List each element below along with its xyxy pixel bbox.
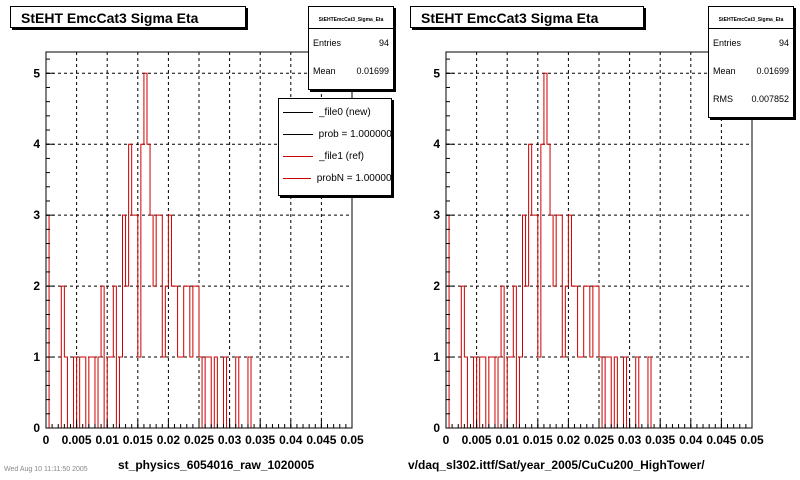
panel-title-right: StEHT EmcCat3 Sigma Eta (410, 6, 644, 28)
x-tick-label: 0.03 (218, 433, 242, 447)
stats-box-right: StEHTEmcCat3_Sigma_Eta Entries 94 Mean 0… (708, 6, 794, 118)
x-tick-label: 0.01 (496, 433, 520, 447)
stats-label: Mean (713, 66, 736, 76)
stats-row-mean: Mean 0.01699 (709, 57, 793, 85)
x-tick-label: 0.05 (740, 433, 764, 447)
panel-title-left: StEHT EmcCat3 Sigma Eta (10, 6, 246, 28)
x-tick-label: 0.035 (245, 433, 275, 447)
stats-value: 0.007852 (751, 94, 789, 104)
legend-label: _file0 (new) (319, 106, 371, 118)
legend-label: prob = 1.000000 (318, 128, 391, 140)
x-tick-label: 0.015 (123, 433, 153, 447)
y-tick-label: 3 (433, 208, 440, 222)
stats-box-left: StEHTEmcCat3_Sigma_Eta Entries 94 Mean 0… (308, 6, 394, 90)
stats-row-rms: RMS 0.007852 (709, 85, 793, 113)
x-axis-title-right: v/daq_sl302.ittf/Sat/year_2005/CuCu200_H… (408, 458, 705, 472)
stats-name: StEHTEmcCat3_Sigma_Eta (709, 7, 793, 29)
legend-box: _file0 (new) prob = 1.000000 _file1 (ref… (278, 98, 392, 196)
legend-label: probN = 1.000000 (316, 172, 391, 184)
y-tick-label: 2 (33, 279, 40, 293)
stats-label: Entries (313, 38, 342, 48)
stats-value: 0.01699 (356, 66, 389, 76)
x-tick-label: 0.025 (184, 433, 214, 447)
stats-value: 0.01699 (756, 66, 789, 76)
stats-value: 94 (378, 38, 389, 48)
y-tick-label: 5 (33, 66, 40, 80)
stats-name: StEHTEmcCat3_Sigma_Eta (309, 7, 393, 29)
stats-row-entries: Entries 94 (709, 29, 793, 57)
y-tick-label: 4 (33, 137, 40, 151)
x-tick-label: 0 (443, 433, 450, 447)
legend-line-icon (283, 133, 313, 135)
stats-label: RMS (713, 94, 733, 104)
y-tick-label: 5 (433, 66, 440, 80)
x-tick-label: 0.025 (584, 433, 614, 447)
stats-row-entries: Entries 94 (309, 29, 393, 57)
x-axis-title-left: st_physics_6054016_raw_1020005 (118, 458, 315, 472)
y-tick-label: 1 (33, 350, 40, 364)
x-tick-label: 0.035 (645, 433, 675, 447)
y-tick-label: 1 (433, 350, 440, 364)
x-tick-label: 0.04 (679, 433, 703, 447)
y-tick-label: 0 (433, 421, 440, 435)
x-tick-label: 0.05 (340, 433, 364, 447)
x-tick-label: 0.04 (279, 433, 303, 447)
x-tick-label: 0.005 (62, 433, 92, 447)
y-tick-label: 4 (433, 137, 440, 151)
stats-value: 94 (778, 38, 789, 48)
legend-entry: prob = 1.000000 (279, 123, 391, 145)
x-tick-label: 0.045 (306, 433, 336, 447)
panel-title-text: StEHT EmcCat3 Sigma Eta (421, 10, 599, 26)
y-tick-label: 2 (433, 279, 440, 293)
panel-title-text: StEHT EmcCat3 Sigma Eta (21, 10, 199, 26)
legend-line-icon (283, 177, 311, 179)
x-tick-label: 0 (43, 433, 50, 447)
legend-entry: _file0 (new) (279, 101, 391, 123)
x-tick-label: 0.02 (557, 433, 581, 447)
legend-entry: probN = 1.000000 (279, 167, 391, 189)
legend-line-icon (283, 155, 313, 157)
x-tick-label: 0.03 (618, 433, 642, 447)
x-tick-label: 0.045 (706, 433, 736, 447)
stats-label: Mean (313, 66, 336, 76)
y-tick-label: 0 (33, 421, 40, 435)
legend-line-icon (283, 111, 313, 113)
stats-label: Entries (713, 38, 742, 48)
x-tick-label: 0.01 (96, 433, 120, 447)
footer-timestamp: Wed Aug 10 11:11:50 2005 (4, 466, 88, 473)
x-tick-label: 0.015 (523, 433, 553, 447)
x-tick-label: 0.005 (462, 433, 492, 447)
y-tick-label: 3 (33, 208, 40, 222)
legend-label: _file1 (ref) (319, 150, 365, 162)
legend-entry: _file1 (ref) (279, 145, 391, 167)
stats-row-mean: Mean 0.01699 (309, 57, 393, 85)
x-tick-label: 0.02 (157, 433, 181, 447)
